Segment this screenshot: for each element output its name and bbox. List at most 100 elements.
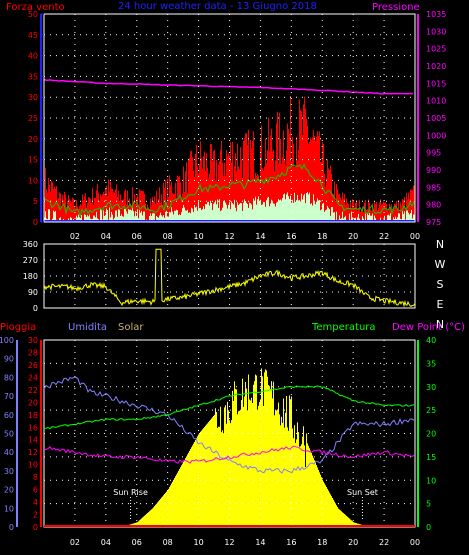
humidity-line bbox=[43, 376, 415, 474]
wind-ytick-label: 30 bbox=[28, 93, 38, 102]
panel3-xtick-label: 04 bbox=[101, 538, 111, 547]
humidity-label: Umidita bbox=[68, 322, 107, 333]
wind-ytick-label: 10 bbox=[28, 176, 38, 185]
wind-ytick-label: 20 bbox=[28, 135, 38, 144]
direction-ytick-label: 180 bbox=[23, 272, 38, 281]
pressure-ytick-label: 1030 bbox=[426, 27, 446, 36]
pressure-ytick-label: 1010 bbox=[426, 97, 446, 106]
panel1-xtick-label: 00 bbox=[410, 232, 420, 241]
panel1-xtick-label: 20 bbox=[348, 232, 358, 241]
wind-ytick-label: 25 bbox=[28, 114, 38, 123]
panel1-xtick-label: 16 bbox=[286, 232, 296, 241]
humidity-ytick-label: 60 bbox=[4, 411, 14, 420]
compass-label: W bbox=[435, 258, 446, 271]
panel3-xtick-label: 14 bbox=[255, 538, 265, 547]
pressure-ytick-label: 1020 bbox=[426, 62, 446, 71]
dewpoint-line bbox=[43, 445, 415, 464]
pressure-label: Pressione bbox=[372, 2, 420, 13]
sunset-label: Sun Set bbox=[347, 488, 378, 497]
wind-ytick-label: 35 bbox=[28, 72, 38, 81]
direction-ytick-label: 270 bbox=[23, 256, 38, 265]
rain-ytick-label: 18 bbox=[28, 411, 38, 420]
rain-ytick-label: 4 bbox=[33, 498, 38, 507]
temperature-ytick-label: 5 bbox=[426, 500, 431, 509]
wind-ytick-label: 15 bbox=[28, 156, 38, 165]
rain-ytick-label: 12 bbox=[28, 448, 38, 457]
panel1-xtick-label: 08 bbox=[163, 232, 173, 241]
pressure-ytick-label: 1035 bbox=[426, 10, 446, 19]
temperature-ytick-label: 20 bbox=[426, 430, 436, 439]
panel1-xtick-label: 10 bbox=[193, 232, 203, 241]
compass-label: S bbox=[437, 278, 444, 291]
panel1-xtick-label: 22 bbox=[379, 232, 389, 241]
pressure-ytick-label: 1000 bbox=[426, 131, 446, 140]
temperature-ytick-label: 0 bbox=[426, 523, 431, 532]
wind-pressure-panel: 0510152025303540455097598098599099510001… bbox=[28, 10, 447, 241]
pressure-ytick-label: 1025 bbox=[426, 45, 446, 54]
wind-ytick-label: 40 bbox=[28, 52, 38, 61]
rain-ytick-label: 2 bbox=[33, 511, 38, 520]
wind-ytick-label: 5 bbox=[33, 197, 38, 206]
rain-ytick-label: 20 bbox=[28, 398, 38, 407]
rain-ytick-label: 8 bbox=[33, 473, 38, 482]
humidity-ytick-label: 10 bbox=[4, 504, 14, 513]
humidity-ytick-label: 90 bbox=[4, 355, 14, 364]
humidity-ytick-label: 40 bbox=[4, 448, 14, 457]
pressure-ytick-label: 995 bbox=[426, 149, 441, 158]
panel1-xtick-label: 18 bbox=[317, 232, 327, 241]
pressure-ytick-label: 1015 bbox=[426, 79, 446, 88]
humidity-ytick-label: 0 bbox=[9, 523, 14, 532]
pressure-ytick-label: 990 bbox=[426, 166, 441, 175]
panel3-xtick-label: 20 bbox=[348, 538, 358, 547]
temperature-ytick-label: 15 bbox=[426, 453, 436, 462]
rain-humidity-solar-panel: Sun Rise Sun Set0102030405060708090100024… bbox=[0, 336, 436, 547]
pressure-ytick-label: 1005 bbox=[426, 114, 446, 123]
pressure-line bbox=[43, 78, 414, 95]
pressure-ytick-label: 975 bbox=[426, 218, 441, 227]
pressure-ytick-label: 985 bbox=[426, 183, 441, 192]
direction-ytick-label: 90 bbox=[28, 288, 38, 297]
wind-label: Forza vento bbox=[6, 2, 65, 13]
rain-ytick-label: 24 bbox=[28, 373, 38, 382]
panel3-xtick-label: 08 bbox=[163, 538, 173, 547]
panel3-xtick-label: 18 bbox=[317, 538, 327, 547]
panel1-xtick-label: 06 bbox=[132, 232, 142, 241]
humidity-ytick-label: 50 bbox=[4, 430, 14, 439]
pressure-ytick-label: 980 bbox=[426, 201, 441, 210]
rain-ytick-label: 10 bbox=[28, 461, 38, 470]
wind-direction-line bbox=[43, 248, 416, 308]
temperature-label: Temperatura bbox=[311, 322, 376, 333]
direction-ytick-label: 360 bbox=[23, 240, 38, 249]
temperature-ytick-label: 40 bbox=[426, 336, 436, 345]
panel1-xtick-label: 12 bbox=[224, 232, 234, 241]
rain-ytick-label: 28 bbox=[28, 348, 38, 357]
temperature-ytick-label: 30 bbox=[426, 383, 436, 392]
rain-ytick-label: 0 bbox=[33, 523, 38, 532]
wind-ytick-label: 45 bbox=[28, 31, 38, 40]
wind-ytick-label: 50 bbox=[28, 10, 38, 19]
rain-ytick-label: 26 bbox=[28, 361, 38, 370]
direction-ytick-label: 0 bbox=[33, 304, 38, 313]
humidity-ytick-label: 100 bbox=[0, 336, 14, 345]
humidity-ytick-label: 30 bbox=[4, 467, 14, 476]
temperature-line bbox=[43, 385, 415, 430]
humidity-ytick-label: 80 bbox=[4, 373, 14, 382]
chart-title: 24 hour weather data - 13 Giugno 2018 bbox=[118, 1, 317, 12]
solar-label: Solar bbox=[118, 322, 144, 333]
rain-ytick-label: 22 bbox=[28, 386, 38, 395]
compass-label: N bbox=[436, 318, 444, 331]
panel3-xtick-label: 12 bbox=[224, 538, 234, 547]
rain-ytick-label: 16 bbox=[28, 423, 38, 432]
rain-ytick-label: 14 bbox=[28, 436, 38, 445]
panel3-xtick-label: 22 bbox=[379, 538, 389, 547]
humidity-ytick-label: 70 bbox=[4, 392, 14, 401]
panel2-frame bbox=[43, 243, 416, 309]
rain-label: Pioggia bbox=[0, 322, 36, 333]
temperature-ytick-label: 25 bbox=[426, 406, 436, 415]
panel1-xtick-label: 02 bbox=[70, 232, 80, 241]
panel1-xtick-label: 04 bbox=[101, 232, 111, 241]
humidity-ytick-label: 20 bbox=[4, 486, 14, 495]
panel3-xtick-label: 00 bbox=[410, 538, 420, 547]
